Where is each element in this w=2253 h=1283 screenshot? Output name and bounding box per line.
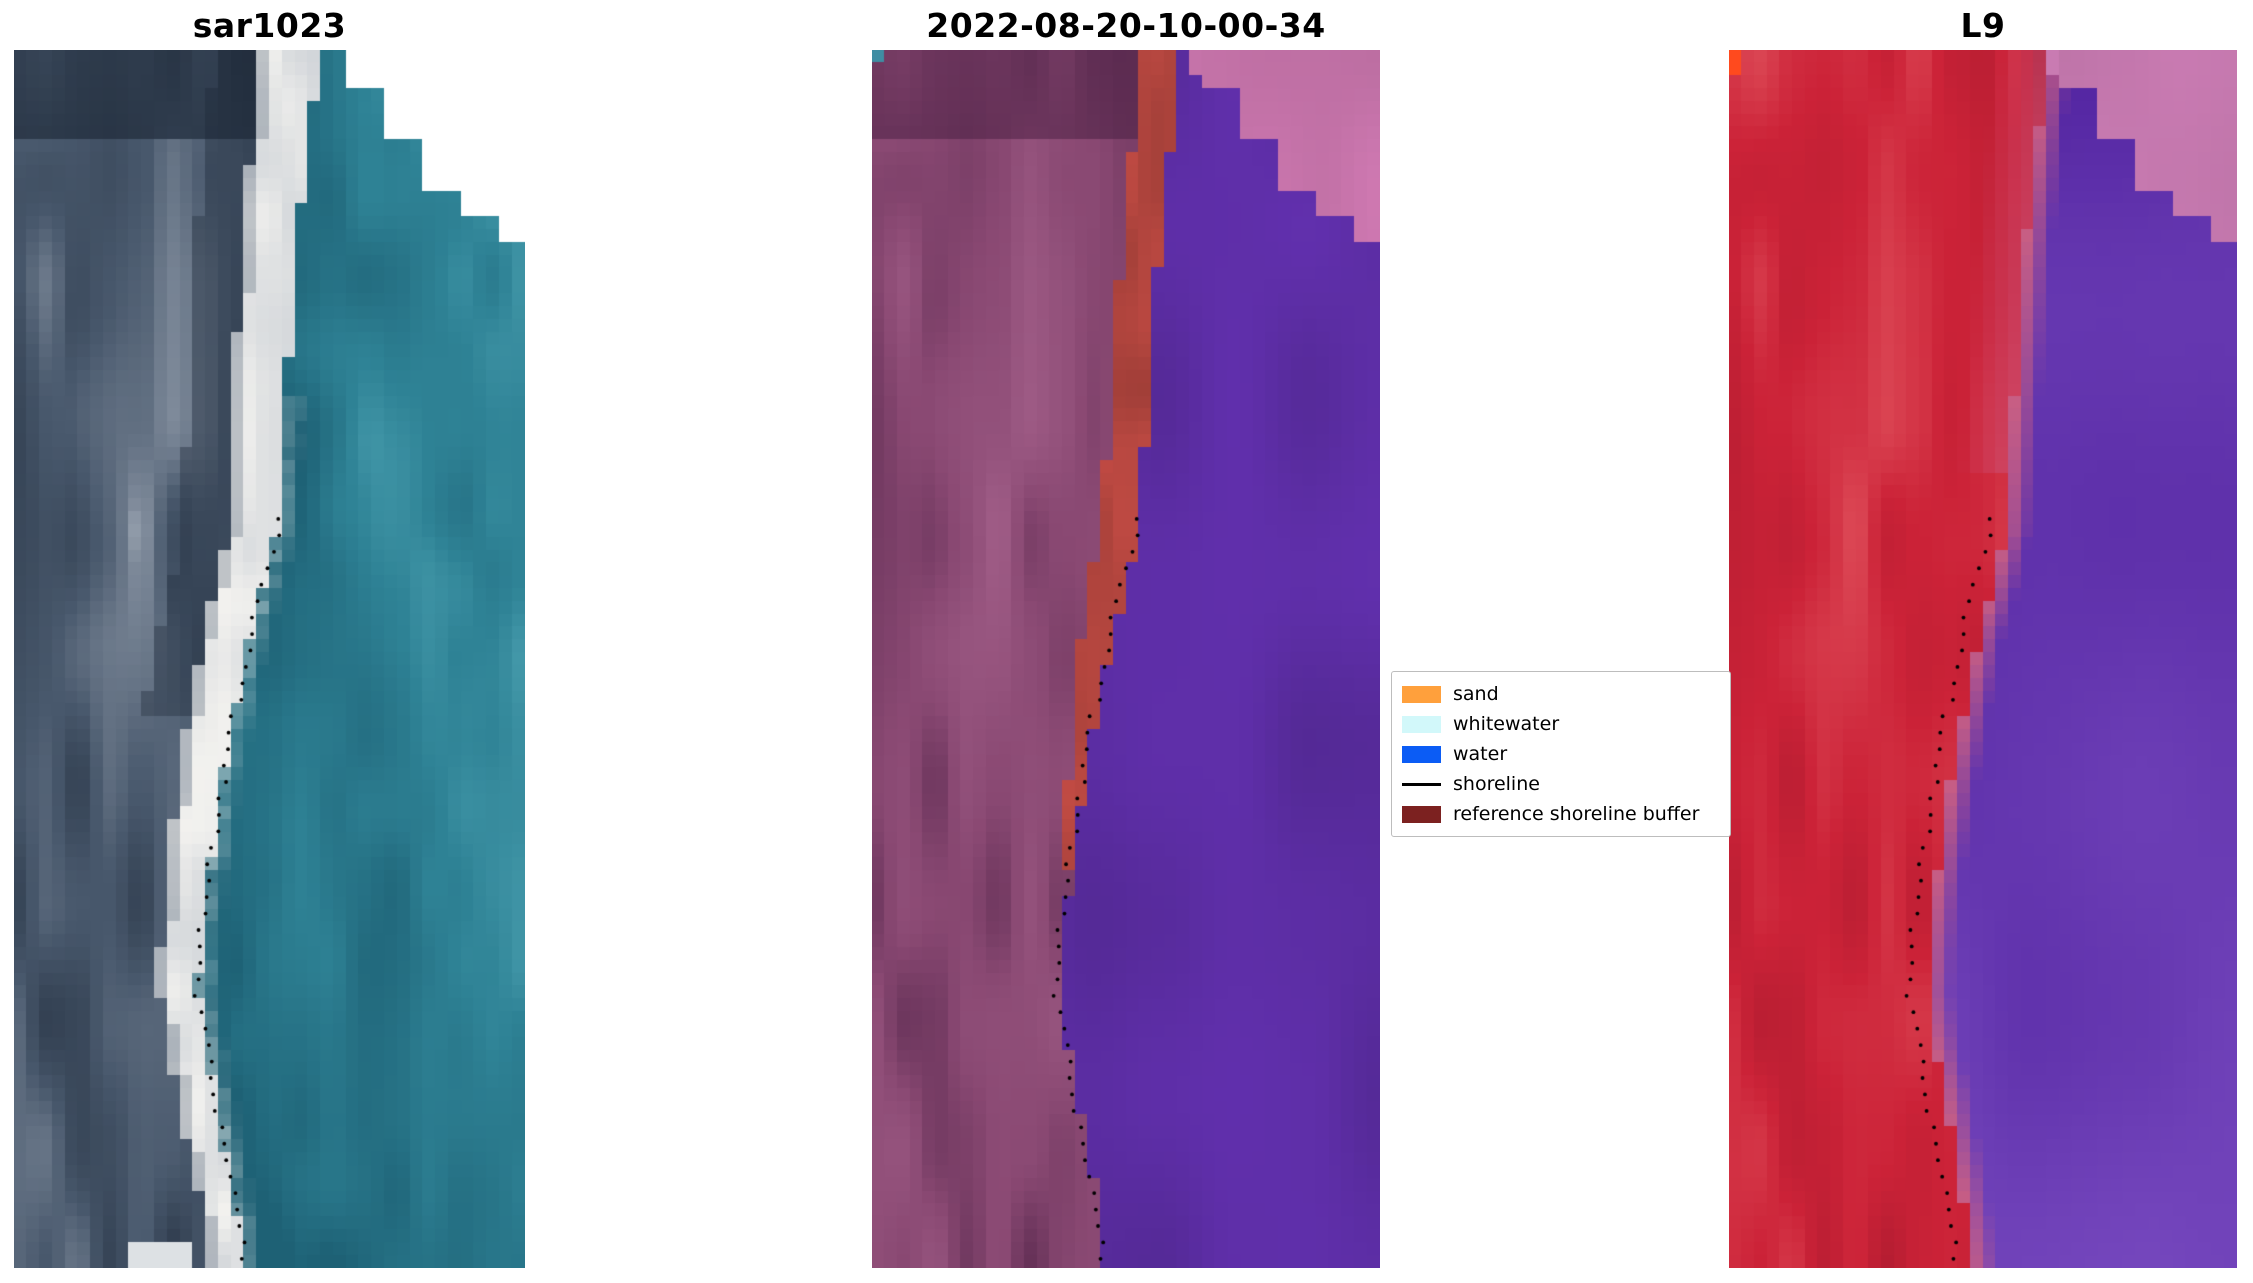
whitewater-swatch bbox=[1402, 715, 1441, 733]
legend-item-water: water bbox=[1402, 740, 1720, 768]
panel-title-l9: L9 bbox=[1960, 6, 2006, 45]
panel-title-classified: 2022-08-20-10-00-34 bbox=[926, 6, 1326, 45]
legend: sand whitewater water shoreline referenc… bbox=[1391, 671, 1731, 837]
water-swatch bbox=[1402, 745, 1441, 763]
sand-swatch bbox=[1402, 685, 1441, 703]
legend-item-whitewater: whitewater bbox=[1402, 710, 1720, 738]
classified-image-canvas bbox=[872, 50, 1380, 1268]
legend-label-whitewater: whitewater bbox=[1453, 713, 1560, 735]
legend-label-water: water bbox=[1453, 743, 1508, 765]
l9-image-canvas bbox=[1729, 50, 2237, 1268]
legend-label-sand: sand bbox=[1453, 683, 1499, 705]
shoreline-line-swatch bbox=[1402, 782, 1441, 786]
legend-item-reference-shoreline-buffer: reference shoreline buffer bbox=[1402, 800, 1720, 828]
reference-shoreline-buffer-swatch bbox=[1402, 805, 1441, 823]
legend-label-reference-shoreline-buffer: reference shoreline buffer bbox=[1453, 803, 1700, 825]
sar-image-canvas bbox=[14, 50, 525, 1268]
legend-item-sand: sand bbox=[1402, 680, 1720, 708]
legend-label-shoreline: shoreline bbox=[1453, 773, 1540, 795]
legend-item-shoreline: shoreline bbox=[1402, 770, 1720, 798]
panel-title-sar1023: sar1023 bbox=[192, 6, 347, 45]
